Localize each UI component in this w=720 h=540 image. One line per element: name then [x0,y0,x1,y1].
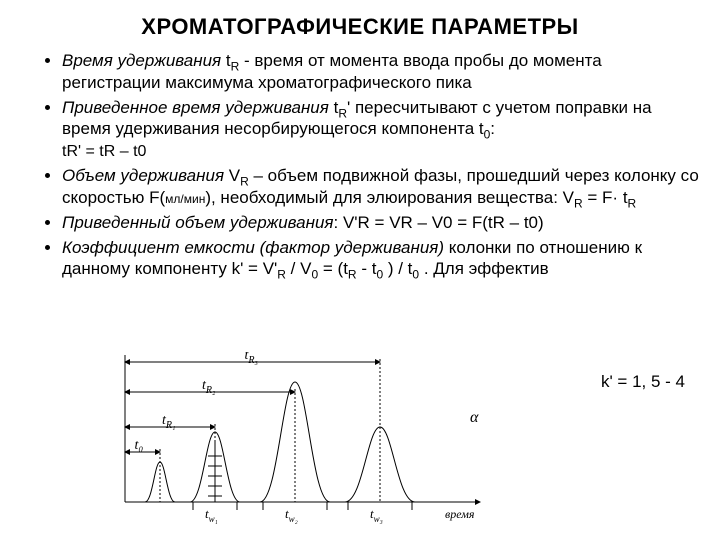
sub1: R [277,268,286,282]
bullets-list: Время удерживания tR - время от момента … [20,50,700,280]
formula: tR' = tR – t0 [62,143,146,160]
slide: ХРОМАТОГРАФИЧЕСКИЕ ПАРАМЕТРЫ Время удерж… [0,0,720,540]
term: Приведенное время удерживания [62,98,329,117]
page-title: ХРОМАТОГРАФИЧЕСКИЕ ПАРАМЕТРЫ [20,14,700,40]
bullet-5: Коэффициент емкости (фактор удерживания)… [62,237,700,281]
svg-text:tw₃: tw₃ [370,506,383,524]
bullet-1: Время удерживания tR - время от момента … [62,50,700,94]
term: Приведенный объем удерживания [62,213,334,232]
inline: мл/мин [165,192,205,206]
svg-text:tR₂: tR₂ [202,378,216,396]
rest: : V'R = VR – V0 = F(tR – t0) [334,213,544,232]
svg-text:время: время [445,507,475,521]
rest5: ) / t [383,259,412,278]
svg-text:tR₃: tR₃ [245,352,259,366]
sub3: R [628,197,637,211]
chromatogram-chart: t₀ tR₁ tR₂ tR₃ tw₁ tw₂ tw₃ время α [115,352,515,537]
svg-text:tw₁: tw₁ [205,506,218,524]
rest2: : [490,119,495,138]
svg-text:tw₂: tw₂ [285,506,298,524]
rest6: . Для эффектив [419,259,549,278]
sub: R [240,175,249,189]
rest3: = F· t [583,188,628,207]
sub2: R [574,197,583,211]
rest2: / V [286,259,312,278]
term: Коэффициент емкости (фактор удерживания) [62,238,444,257]
svg-text:α: α [470,409,479,426]
svg-text:tR₁: tR₁ [162,413,175,431]
bullet-3: Объем удерживания VR – объем подвижной ф… [62,165,700,209]
sub3: R [348,268,357,282]
sub: R [338,106,347,120]
bullet-4: Приведенный объем удерживания: V'R = VR … [62,212,700,234]
sym: V [224,166,240,185]
rest4: - t [357,259,377,278]
sub: R [231,59,240,73]
svg-text:t₀: t₀ [135,438,144,453]
rest3: = (t [318,259,348,278]
bullet-2: Приведенное время удерживания tR' пересч… [62,97,700,163]
rest2: ), необходимый для элюирования вещества:… [205,188,574,207]
term: Время удерживания [62,51,221,70]
k-prime-value: k' = 1, 5 - 4 [601,372,685,392]
term: Объем удерживания [62,166,224,185]
